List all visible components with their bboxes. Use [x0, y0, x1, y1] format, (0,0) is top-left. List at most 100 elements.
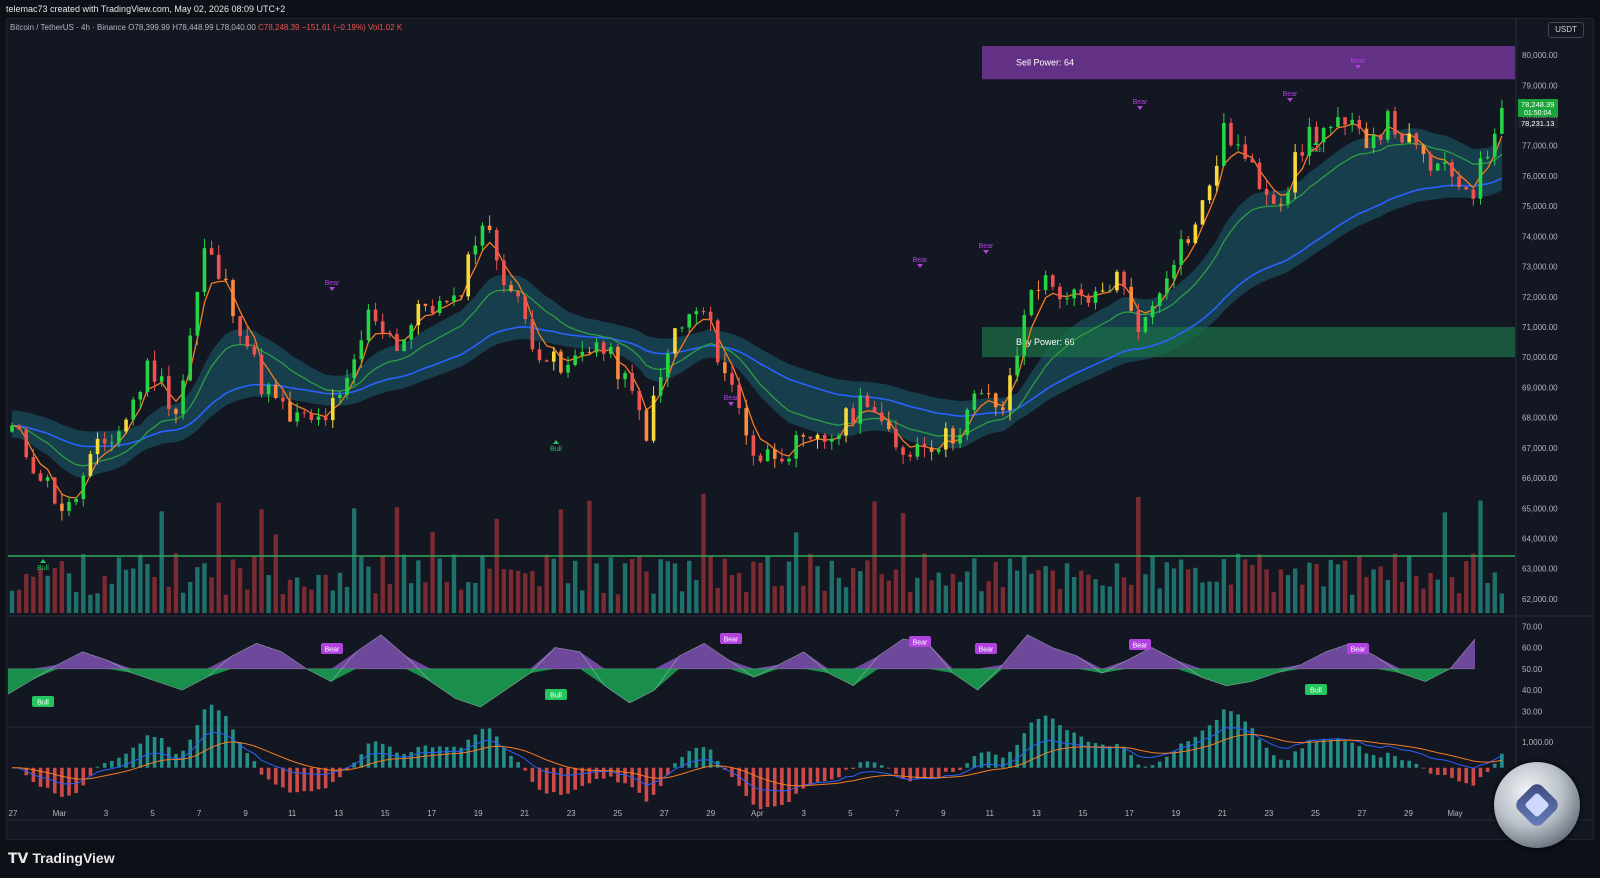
date-tick-label: Mar	[53, 809, 67, 818]
candle-body	[1243, 144, 1248, 159]
macd-histogram-bar	[1336, 738, 1340, 768]
candle-body	[801, 435, 806, 437]
volume-bar	[637, 555, 642, 613]
candle-body	[630, 372, 634, 391]
macd-histogram-bar	[537, 767, 542, 790]
tradingview-logo[interactable]: 𝗧𝗩 TradingView	[8, 850, 115, 866]
macd-histogram-bar	[1478, 767, 1483, 778]
candle-body	[309, 413, 314, 420]
date-tick-label: 7	[197, 809, 202, 818]
oscillator-signal-text: Bull	[550, 693, 562, 700]
volume-bar	[651, 593, 656, 613]
chart-frame[interactable]	[6, 18, 1594, 840]
price-tick-label: 67,000.00	[1522, 444, 1558, 453]
candle-body	[10, 425, 14, 432]
volume-bar	[950, 573, 956, 613]
candle-body	[879, 412, 884, 422]
candle-body	[402, 339, 406, 351]
volume-bar	[601, 592, 606, 613]
candle-body	[1001, 407, 1005, 411]
volume-bar	[166, 586, 172, 613]
volume-bar	[1442, 512, 1448, 613]
volume-bar	[323, 574, 328, 613]
macd-histogram-bar	[1186, 741, 1191, 768]
signal-text: Bull	[1310, 147, 1322, 154]
macd-histogram-bar	[266, 767, 271, 780]
power-zone-label: Buy Power: 66	[1016, 337, 1075, 347]
macd-histogram-bar	[1029, 722, 1034, 768]
macd-histogram-bar	[245, 753, 250, 768]
volume-bar	[337, 572, 343, 613]
candle-body	[17, 425, 21, 430]
signal-text: Bear	[1283, 91, 1298, 98]
macd-histogram-bar	[986, 751, 991, 768]
volume-bar	[729, 575, 735, 613]
volume-bar	[130, 568, 136, 613]
candle-body	[1286, 192, 1290, 204]
macd-histogram-bar	[787, 767, 791, 803]
candle-body	[24, 429, 29, 458]
candle-body	[1378, 134, 1383, 140]
macd-histogram-bar	[616, 767, 620, 783]
volume-bar	[1064, 563, 1070, 613]
oscillator-signal-text: Bear	[1351, 647, 1366, 654]
oscillator-line	[7, 634, 1476, 708]
chart-background	[8, 18, 1592, 838]
currency-button[interactable]: USDT	[1548, 22, 1584, 38]
macd-histogram-bar	[1079, 736, 1084, 768]
candle-body	[74, 499, 78, 503]
symbol-name[interactable]: Bitcoin / TetherUS · 4h · Binance	[10, 23, 126, 32]
macd-histogram-bar	[922, 767, 927, 779]
candle-body	[452, 295, 456, 302]
candle-body	[1271, 194, 1276, 204]
price-tick-label: 72,000.00	[1522, 293, 1558, 302]
volume-bar	[551, 558, 556, 613]
macd-histogram-bar	[1222, 709, 1226, 768]
volume-bar	[1107, 586, 1112, 613]
candle-body	[509, 285, 513, 291]
volume-bar	[1121, 577, 1127, 613]
volume-bar	[1057, 588, 1063, 613]
signal-text: Bull	[37, 565, 49, 572]
date-tick-label: 25	[613, 809, 622, 818]
date-tick-label: 5	[150, 809, 155, 818]
macd-histogram-bar	[908, 767, 912, 782]
macd-histogram-bar	[373, 741, 378, 768]
candle-body	[338, 394, 342, 399]
candle-body	[537, 349, 542, 361]
power-zone-label: Sell Power: 64	[1016, 58, 1074, 68]
candle-body	[502, 260, 506, 286]
macd-histogram-bar	[1471, 767, 1476, 786]
volume-bar	[1271, 592, 1276, 613]
ma-price-tag	[1518, 118, 1558, 129]
macd-histogram-bar	[837, 767, 841, 778]
candle-body	[209, 248, 214, 255]
candle-body	[744, 408, 749, 436]
candle-body	[765, 449, 770, 462]
candle-body	[1336, 117, 1340, 127]
candle-body	[110, 442, 114, 444]
oscillator-lower-area	[8, 668, 1475, 708]
candle-body	[694, 311, 699, 315]
candle-body	[231, 280, 235, 317]
macd-histogram-bar	[1086, 741, 1091, 768]
volume-bar	[701, 493, 706, 613]
volume-bar	[772, 586, 777, 613]
price-tick-label: 63,000.00	[1522, 565, 1558, 574]
date-tick-label: 27	[1358, 809, 1367, 818]
candle-body	[1100, 290, 1105, 292]
macd-histogram-bar	[801, 767, 806, 789]
candle-body	[1058, 286, 1062, 300]
candle-body	[566, 364, 570, 373]
candle-body	[81, 475, 86, 500]
macd-panel: 1,000.000.00	[11, 704, 1554, 810]
candle-body	[52, 477, 57, 504]
macd-histogram-bar	[1136, 764, 1141, 768]
candle-body	[1072, 289, 1076, 299]
volume-bar	[1364, 577, 1369, 613]
macd-histogram-bar	[437, 746, 442, 768]
macd-histogram-bar	[1400, 760, 1404, 768]
macd-histogram-bar	[366, 743, 371, 768]
candle-body	[1421, 144, 1426, 155]
